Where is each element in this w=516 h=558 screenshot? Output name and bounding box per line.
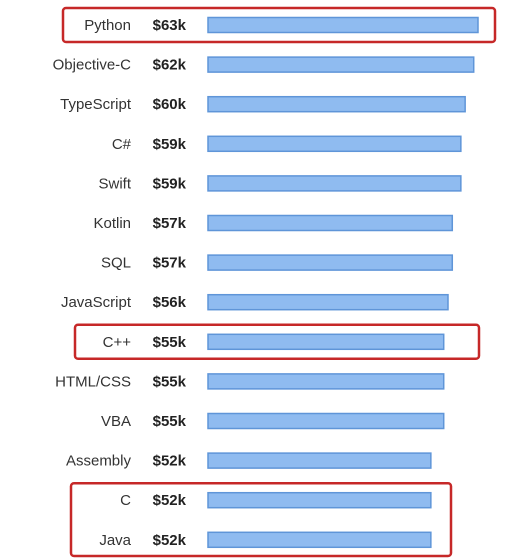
category-label-kotlin: Kotlin bbox=[93, 215, 131, 232]
category-label-sql: SQL bbox=[101, 255, 131, 272]
bar-vba bbox=[207, 412, 445, 430]
value-label-java: $52k bbox=[153, 532, 187, 549]
value-label-csharp: $59k bbox=[153, 136, 187, 153]
bar-kotlin bbox=[207, 214, 454, 232]
category-label-python: Python bbox=[84, 17, 131, 34]
bar-cplusplus bbox=[207, 333, 445, 351]
bar-sql bbox=[207, 254, 454, 271]
value-label-assembly: $52k bbox=[153, 453, 187, 470]
category-label-assembly: Assembly bbox=[66, 453, 132, 470]
value-label-cplusplus: $55k bbox=[153, 334, 187, 351]
category-label-java: Java bbox=[99, 532, 131, 549]
bar-objective-c bbox=[207, 56, 475, 73]
category-label-vba: VBA bbox=[101, 413, 131, 430]
value-label-html-css: $55k bbox=[153, 373, 187, 390]
value-label-c: $52k bbox=[153, 492, 187, 509]
value-label-swift: $59k bbox=[153, 175, 187, 192]
highlight-box-2 bbox=[73, 323, 481, 361]
category-label-typescript: TypeScript bbox=[60, 96, 132, 113]
bar-java bbox=[207, 531, 432, 549]
bar-html-css bbox=[207, 373, 445, 390]
bar-swift bbox=[207, 175, 462, 192]
bar-python bbox=[207, 16, 479, 34]
value-label-javascript: $56k bbox=[153, 294, 187, 311]
category-label-c: C bbox=[120, 492, 131, 509]
bar-typescript bbox=[207, 95, 466, 113]
value-label-objective-c: $62k bbox=[153, 57, 187, 74]
value-label-kotlin: $57k bbox=[153, 215, 187, 232]
highlight-box-1 bbox=[61, 6, 497, 44]
highlight-box-3 bbox=[69, 481, 453, 558]
value-label-sql: $57k bbox=[153, 255, 187, 272]
value-label-typescript: $60k bbox=[153, 96, 187, 113]
value-label-python: $63k bbox=[153, 17, 187, 34]
bar-javascript bbox=[207, 293, 449, 311]
bar-c bbox=[207, 491, 432, 509]
category-label-javascript: JavaScript bbox=[61, 294, 132, 311]
category-label-html-css: HTML/CSS bbox=[55, 373, 131, 390]
category-label-csharp: C# bbox=[112, 136, 132, 153]
category-label-swift: Swift bbox=[98, 175, 131, 192]
bar-assembly bbox=[207, 452, 432, 469]
value-label-vba: $55k bbox=[153, 413, 187, 430]
category-label-objective-c: Objective-C bbox=[53, 57, 132, 74]
bar-csharp bbox=[207, 135, 462, 153]
category-label-cplusplus: C++ bbox=[103, 334, 132, 351]
